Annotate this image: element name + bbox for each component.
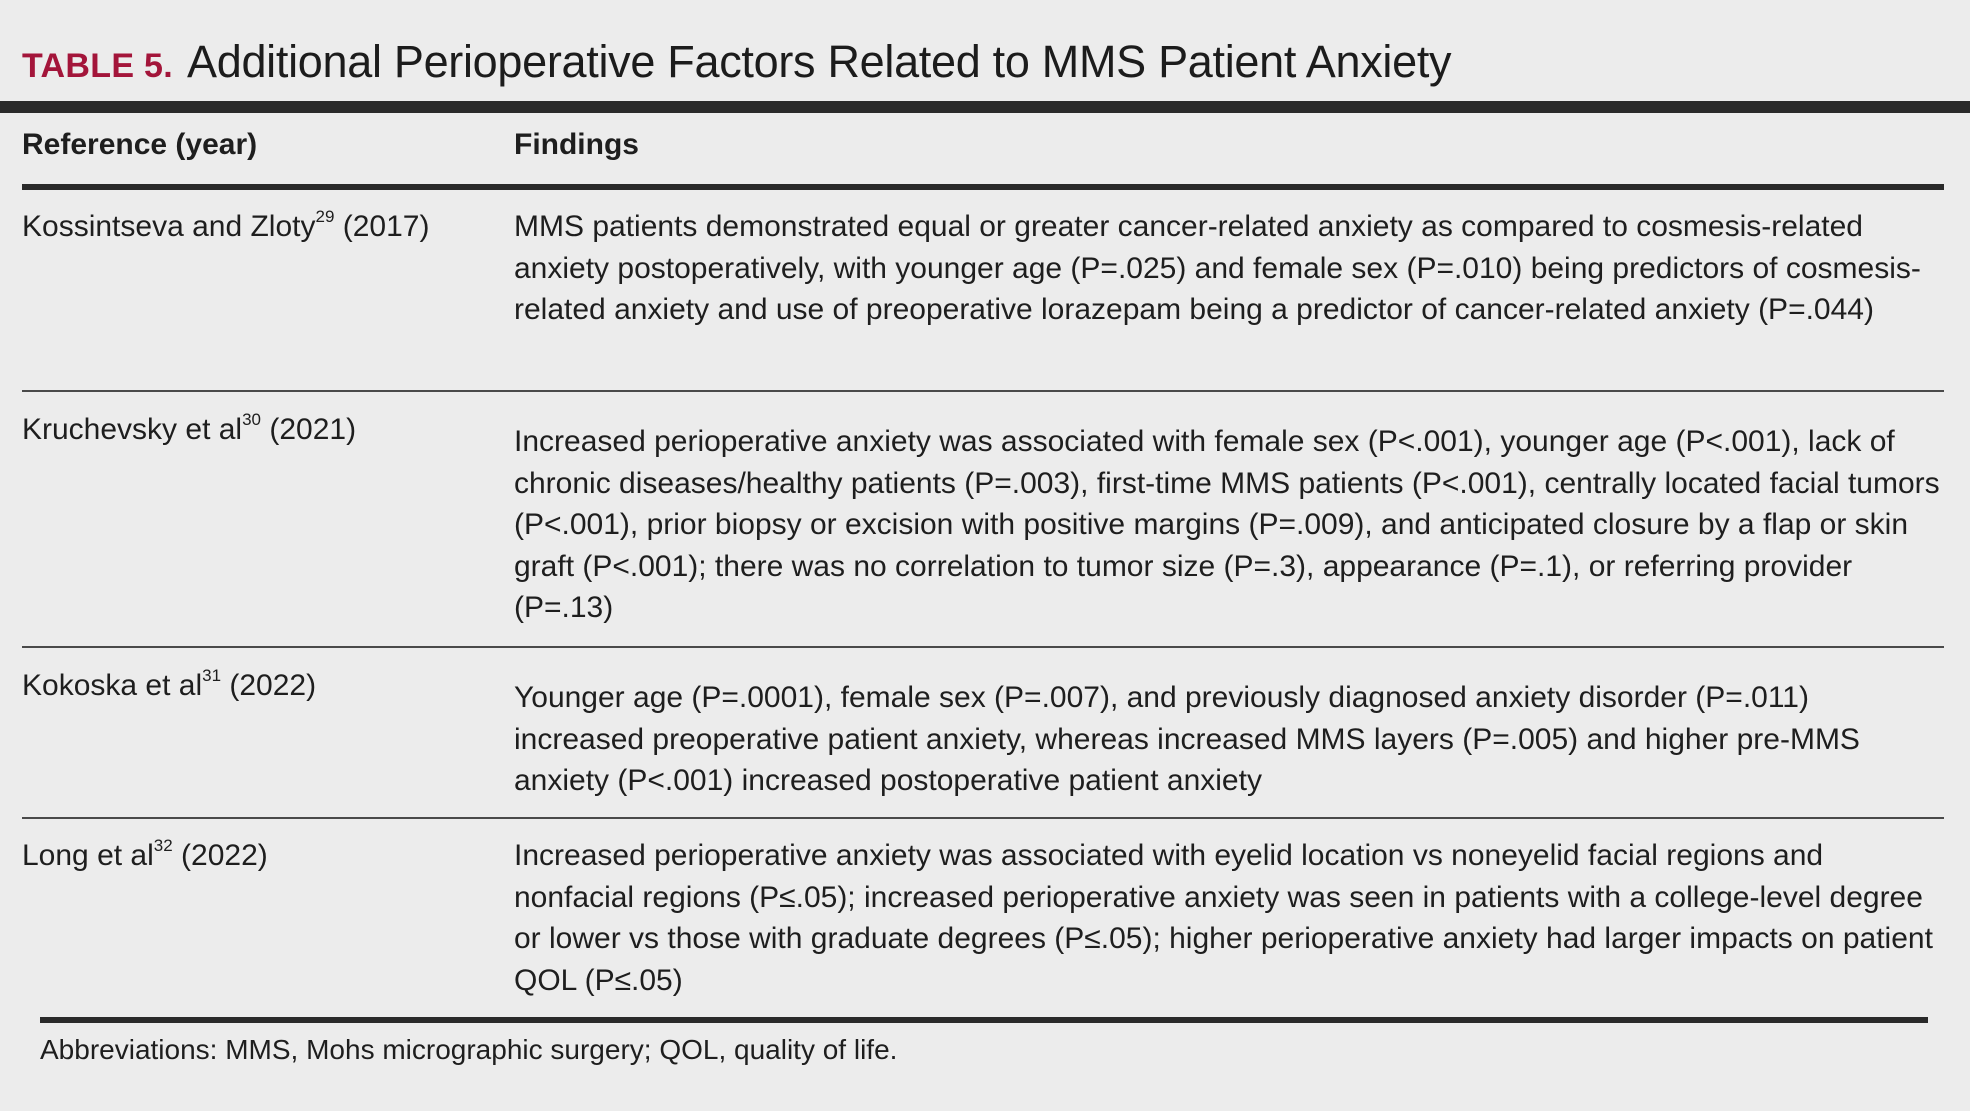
reference-citation: 30 bbox=[242, 410, 262, 429]
row-divider bbox=[22, 817, 1944, 819]
reference-cell: Kruchevsky et al30 (2021) bbox=[22, 409, 356, 450]
reference-year: (2022) bbox=[229, 669, 317, 702]
header-reference: Reference (year) bbox=[22, 128, 258, 161]
bottom-rule bbox=[40, 1017, 1928, 1023]
top-rule bbox=[0, 101, 1970, 113]
reference-name: Kossintseva and Zloty bbox=[22, 210, 316, 243]
reference-name: Long et al bbox=[22, 839, 154, 872]
reference-citation: 29 bbox=[315, 207, 335, 226]
table-footnote: Abbreviations: MMS, Mohs micrographic su… bbox=[40, 1034, 898, 1065]
reference-cell: Kokoska et al31 (2022) bbox=[22, 665, 316, 706]
reference-name: Kruchevsky et al bbox=[22, 413, 243, 446]
table-title: TABLE 5. Additional Perioperative Factor… bbox=[22, 36, 1950, 88]
reference-year: (2021) bbox=[269, 413, 357, 446]
reference-cell: Long et al32 (2022) bbox=[22, 835, 268, 876]
finding-cell: Younger age (P=.0001), female sex (P=.00… bbox=[514, 681, 1860, 798]
row-divider bbox=[22, 390, 1944, 392]
table-number: TABLE 5. bbox=[22, 47, 174, 85]
header-findings: Findings bbox=[514, 128, 639, 161]
reference-year: (2022) bbox=[181, 839, 268, 872]
reference-year: (2017) bbox=[342, 210, 430, 243]
finding-cell: MMS patients demonstrated equal or great… bbox=[514, 210, 1921, 327]
row-divider bbox=[22, 646, 1944, 648]
reference-cell: Kossintseva and Zloty29 (2017) bbox=[22, 206, 429, 247]
finding-cell: Increased perioperative anxiety was asso… bbox=[514, 425, 1940, 625]
table-caption: Additional Perioperative Factors Related… bbox=[187, 36, 1452, 87]
header-rule bbox=[22, 184, 1944, 190]
reference-citation: 32 bbox=[153, 836, 173, 855]
table-header: Reference (year) Findings bbox=[22, 128, 1944, 184]
finding-cell: Increased perioperative anxiety was asso… bbox=[514, 839, 1933, 997]
reference-citation: 31 bbox=[202, 666, 222, 685]
reference-name: Kokoska et al bbox=[22, 669, 203, 702]
